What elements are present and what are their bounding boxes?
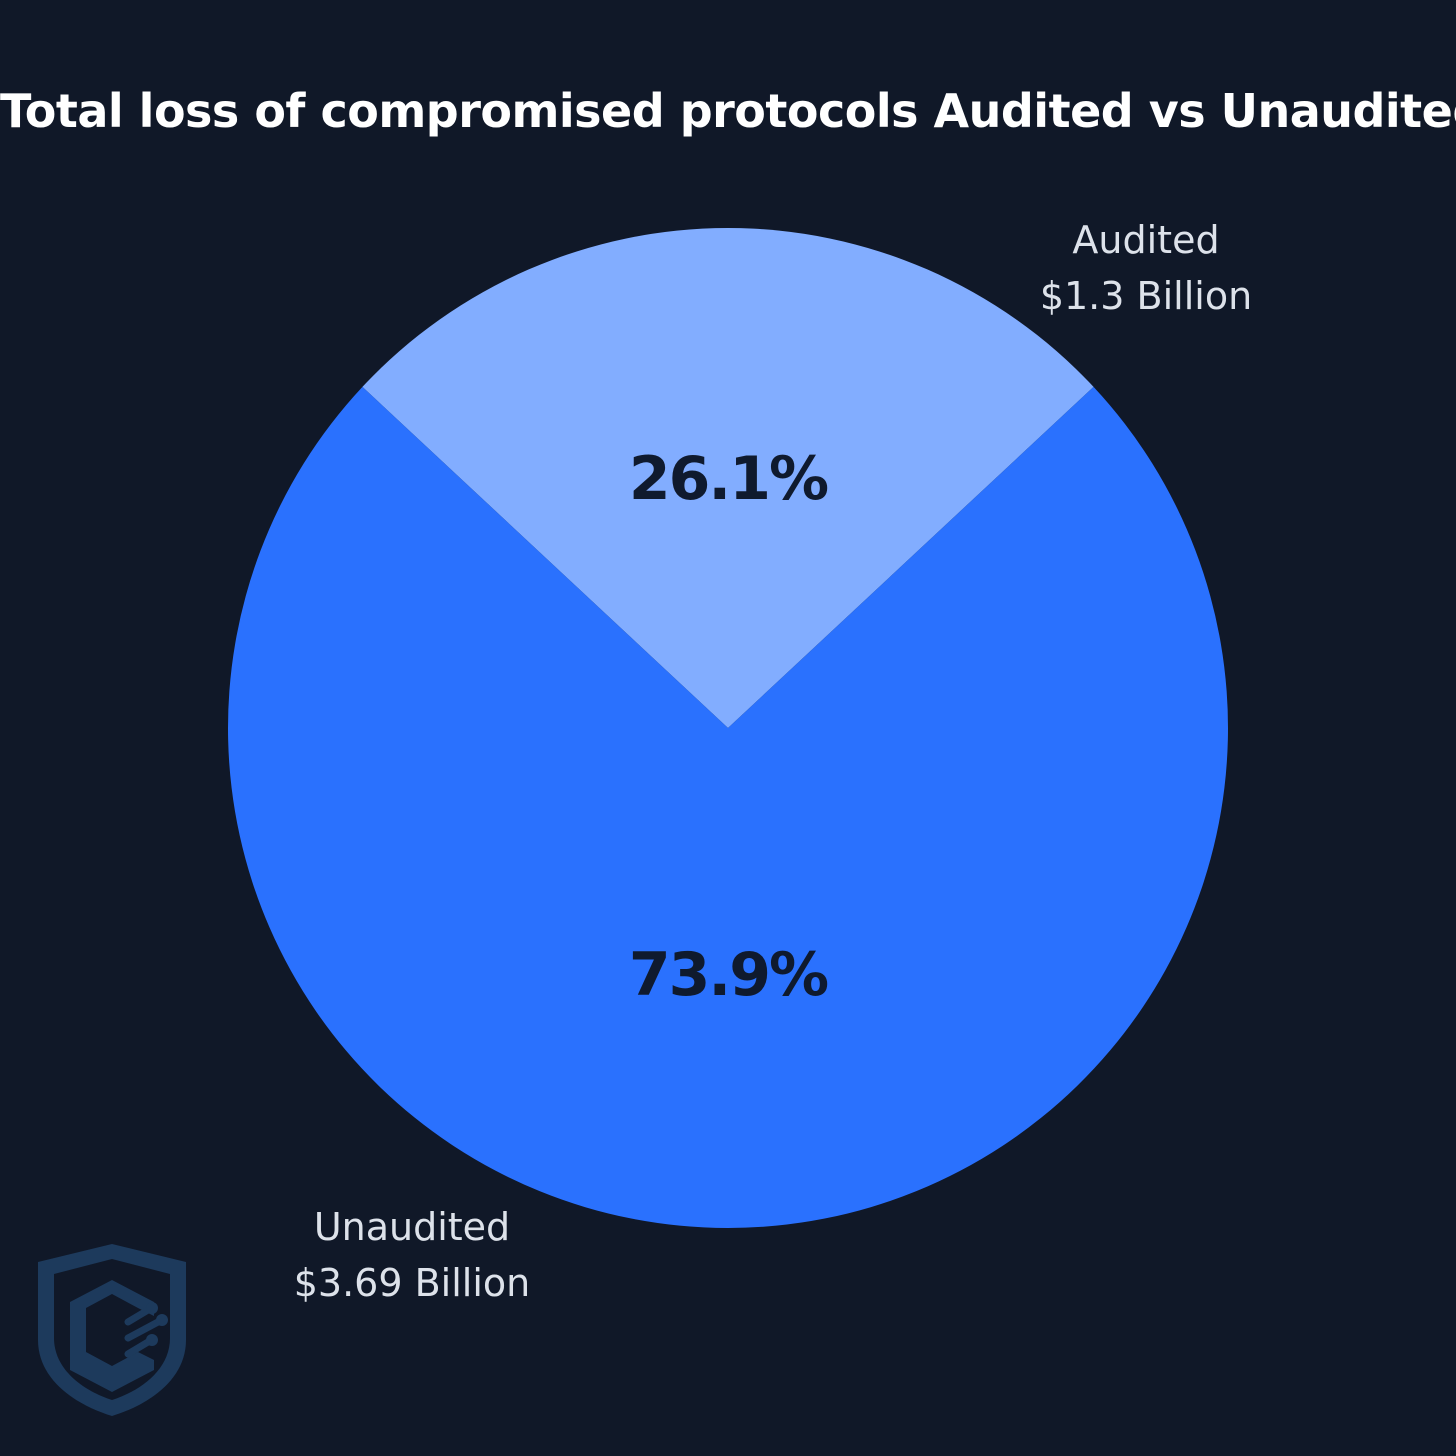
slice-name-audited: Audited [1072,218,1220,262]
circuit-lines-icon [124,1306,162,1358]
circuit-node-icon [156,1314,168,1326]
slice-label-unaudited: Unaudited $3.69 Billion [262,1199,562,1311]
shield-circuit-logo-icon [38,1244,186,1416]
slice-value-unaudited: $3.69 Billion [293,1261,531,1305]
slice-label-audited: Audited $1.3 Billion [1016,212,1276,324]
pie-slices [228,228,1228,1229]
pie-slice-unaudited [228,386,1228,1229]
chart-title: Total loss of compromised protocols Audi… [0,84,1456,138]
pie-slice-audited [362,228,1094,728]
percent-label-unaudited: 73.9% [628,940,829,1010]
slice-name-unaudited: Unaudited [313,1205,511,1249]
circuit-node-icon [146,1302,158,1314]
hexagon-c-icon [70,1280,154,1392]
circuit-node-icon [146,1334,158,1346]
percent-label-audited: 26.1% [628,444,829,514]
slice-value-audited: $1.3 Billion [1039,274,1253,318]
